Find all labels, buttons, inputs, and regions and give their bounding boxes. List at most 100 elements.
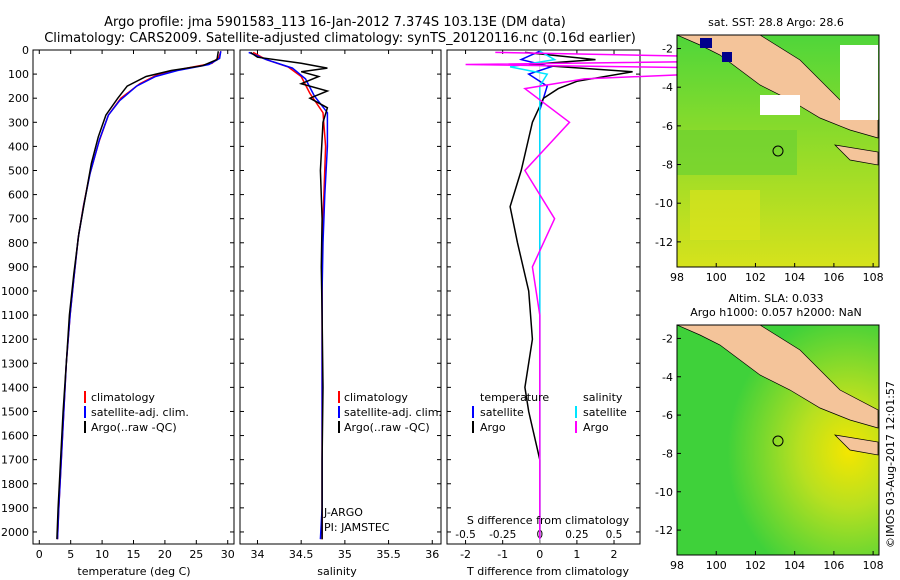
y-tick-label: 900 bbox=[8, 261, 29, 274]
title-line-2: Climatology: CARS2009. Satellite-adjuste… bbox=[44, 31, 636, 46]
y-tick-label: 1700 bbox=[1, 454, 29, 467]
legend-label-t-argo: Argo bbox=[480, 421, 506, 434]
x-tick-label: 1 bbox=[573, 548, 580, 561]
y-tick-label: 1200 bbox=[1, 333, 29, 346]
legend-swatch-climatology bbox=[338, 391, 340, 403]
difference-panel-frame bbox=[446, 49, 641, 545]
legend-swatch-climatology bbox=[84, 391, 86, 403]
java-land bbox=[833, 434, 879, 456]
y-tick-label: 1800 bbox=[1, 478, 29, 491]
cold-patch bbox=[722, 52, 732, 62]
lat-tick-label: -6 bbox=[662, 120, 673, 133]
lat-tick-label: -2 bbox=[662, 43, 673, 56]
legend-label-climatology: climatology bbox=[344, 391, 408, 404]
sla-map-frame bbox=[676, 324, 880, 556]
lon-tick-label: 98 bbox=[670, 271, 684, 284]
principal-investigator-label: PI: JAMSTEC bbox=[324, 521, 390, 534]
x2-tick-label: -0.5 bbox=[455, 529, 476, 541]
sst-yellow-patch bbox=[690, 190, 760, 240]
x2-tick-label: 0.5 bbox=[606, 529, 623, 541]
y-tick-label: 300 bbox=[8, 116, 29, 129]
x-tick-label: -1 bbox=[497, 548, 508, 561]
x2-tick-label: -0.25 bbox=[489, 529, 516, 541]
sla-map-title-2: Argo h1000: 0.057 h2000: NaN bbox=[690, 306, 862, 319]
x-tick-label: 35.5 bbox=[376, 548, 401, 561]
argo-position-marker bbox=[772, 435, 784, 447]
x-tick-label: 20 bbox=[158, 548, 172, 561]
lon-tick-label: 102 bbox=[745, 559, 766, 572]
x-tick-label: 25 bbox=[189, 548, 203, 561]
y-tick-label: 1500 bbox=[1, 405, 29, 418]
legend-label-satellite: satellite-adj. clim. bbox=[91, 406, 189, 419]
x-tick-label: -2 bbox=[460, 548, 471, 561]
sst-map bbox=[677, 35, 879, 267]
sla-map bbox=[677, 325, 879, 555]
legend-label-t-satellite: satellite bbox=[480, 406, 524, 419]
s-difference-axis-label: S difference from climatology bbox=[467, 514, 630, 527]
x-tick-label: 10 bbox=[95, 548, 109, 561]
series-line-climatology bbox=[56, 50, 222, 540]
y-tick-label: 2000 bbox=[1, 526, 29, 539]
float-program-label: J-ARGO bbox=[323, 506, 363, 519]
series-line-argo-raw-qc bbox=[56, 51, 220, 540]
sst-map-axes: 98 100 102 104 106 108 -2 -4 -6 -8 -10 -12 bbox=[655, 43, 884, 284]
sst-warm-patch bbox=[677, 130, 797, 175]
y-tick-label: 600 bbox=[8, 189, 29, 202]
title-line-1: Argo profile: jma 5901583_113 16-Jan-201… bbox=[104, 15, 566, 30]
y-tick-label: 0 bbox=[22, 44, 29, 57]
y-tick-label: 1900 bbox=[1, 502, 29, 515]
temperature-panel-frame bbox=[32, 49, 235, 545]
legend-title-temperature: temperature bbox=[480, 391, 549, 404]
series-line-satellite-adj-clim bbox=[56, 51, 222, 540]
legend-swatch-t-satellite bbox=[472, 406, 474, 418]
sst-map-frame bbox=[676, 34, 880, 268]
java-land bbox=[833, 144, 879, 166]
y-tick-label: 1600 bbox=[1, 430, 29, 443]
x-tick-label: 30 bbox=[221, 548, 235, 561]
salinity-plot: 34 34.5 35 35.5 36 bbox=[240, 49, 441, 561]
series-line-satellite-adj-clim bbox=[248, 51, 329, 540]
lat-tick-label: -6 bbox=[662, 409, 673, 422]
series-line-climatology bbox=[252, 51, 327, 540]
lon-tick-label: 100 bbox=[706, 271, 727, 284]
legend-swatch-t-argo bbox=[472, 421, 474, 433]
credit-label: ©IMOS 03-Aug-2017 12:01:57 bbox=[884, 381, 897, 548]
sla-map-title-1: Altim. SLA: 0.033 bbox=[728, 292, 823, 305]
lat-tick-label: -4 bbox=[662, 371, 673, 384]
lat-tick-label: -2 bbox=[662, 332, 673, 345]
legend-title-salinity: salinity bbox=[583, 391, 623, 404]
salinity-axis-label: salinity bbox=[317, 565, 357, 578]
series-line-argo-raw-qc bbox=[250, 51, 330, 540]
difference-legend: temperature salinity satellite Argo sate… bbox=[467, 391, 630, 527]
y-tick-label: 700 bbox=[8, 213, 29, 226]
series-line-s-argo bbox=[465, 51, 867, 540]
lat-tick-label: -10 bbox=[655, 486, 673, 499]
y-tick-label: 500 bbox=[8, 164, 29, 177]
argo-position-marker bbox=[772, 145, 784, 157]
x2-tick-label: 0.25 bbox=[565, 529, 588, 541]
y-tick-label: 200 bbox=[8, 92, 29, 105]
legend-label-argo: Argo(..raw -QC) bbox=[344, 421, 430, 434]
lat-tick-label: -10 bbox=[655, 197, 673, 210]
legend-label-argo: Argo(..raw -QC) bbox=[91, 421, 177, 434]
lon-tick-label: 104 bbox=[784, 271, 805, 284]
x-tick-label: 34.5 bbox=[289, 548, 314, 561]
x-tick-label: 35 bbox=[338, 548, 352, 561]
x-tick-label: 0 bbox=[536, 548, 543, 561]
y-tick-label: 400 bbox=[8, 140, 29, 153]
temperature-axis-label: temperature (deg C) bbox=[77, 565, 190, 578]
t-difference-axis-label: T difference from climatology bbox=[466, 565, 629, 578]
difference-plot: -2 -1 0 1 2 -0.5 -0.25 0 0.25 0.5 bbox=[447, 49, 867, 561]
legend-label-satellite: satellite-adj. clim. bbox=[344, 406, 442, 419]
lon-tick-label: 106 bbox=[823, 559, 844, 572]
lat-tick-label: -12 bbox=[655, 236, 673, 249]
legend-swatch-s-argo bbox=[575, 421, 577, 433]
lon-tick-label: 104 bbox=[784, 559, 805, 572]
sla-map-axes: 98 100 102 104 106 108 -2 -4 -6 -8 -10 -12 bbox=[655, 332, 884, 572]
temperature-plot: 0 5 10 15 20 25 300100200300400500600700800900… bbox=[1, 44, 235, 561]
legend-swatch-s-satellite bbox=[575, 406, 577, 418]
x-tick-label: 34 bbox=[250, 548, 264, 561]
y-tick-label: 1100 bbox=[1, 309, 29, 322]
x-tick-label: 0 bbox=[36, 548, 43, 561]
temperature-legend: climatology satellite-adj. clim. Argo(..… bbox=[84, 391, 189, 434]
